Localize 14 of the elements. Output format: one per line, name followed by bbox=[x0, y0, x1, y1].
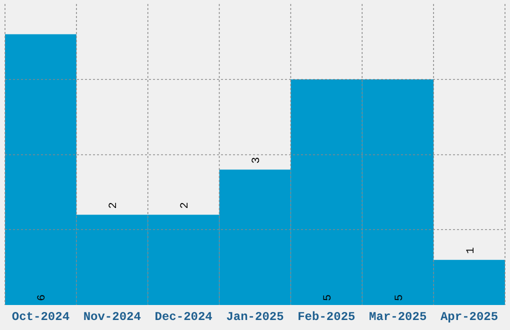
x-tick-label: Feb-2025 bbox=[298, 310, 356, 324]
data-label: 1 bbox=[465, 246, 478, 254]
x-tick-label: Mar-2025 bbox=[369, 310, 427, 324]
x-tick-label: Jan-2025 bbox=[226, 310, 284, 324]
data-label: 2 bbox=[180, 202, 192, 209]
data-label: 3 bbox=[251, 157, 263, 164]
data-label: 5 bbox=[322, 294, 334, 301]
data-label: 6 bbox=[36, 294, 49, 301]
data-label: 5 bbox=[394, 294, 406, 301]
data-label: 2 bbox=[108, 202, 120, 209]
x-tick-label: Apr-2025 bbox=[440, 310, 498, 324]
x-tick-label: Nov-2024 bbox=[83, 310, 141, 324]
x-tick-label: Dec-2024 bbox=[154, 310, 212, 324]
x-tick-label: Oct-2024 bbox=[12, 310, 70, 324]
